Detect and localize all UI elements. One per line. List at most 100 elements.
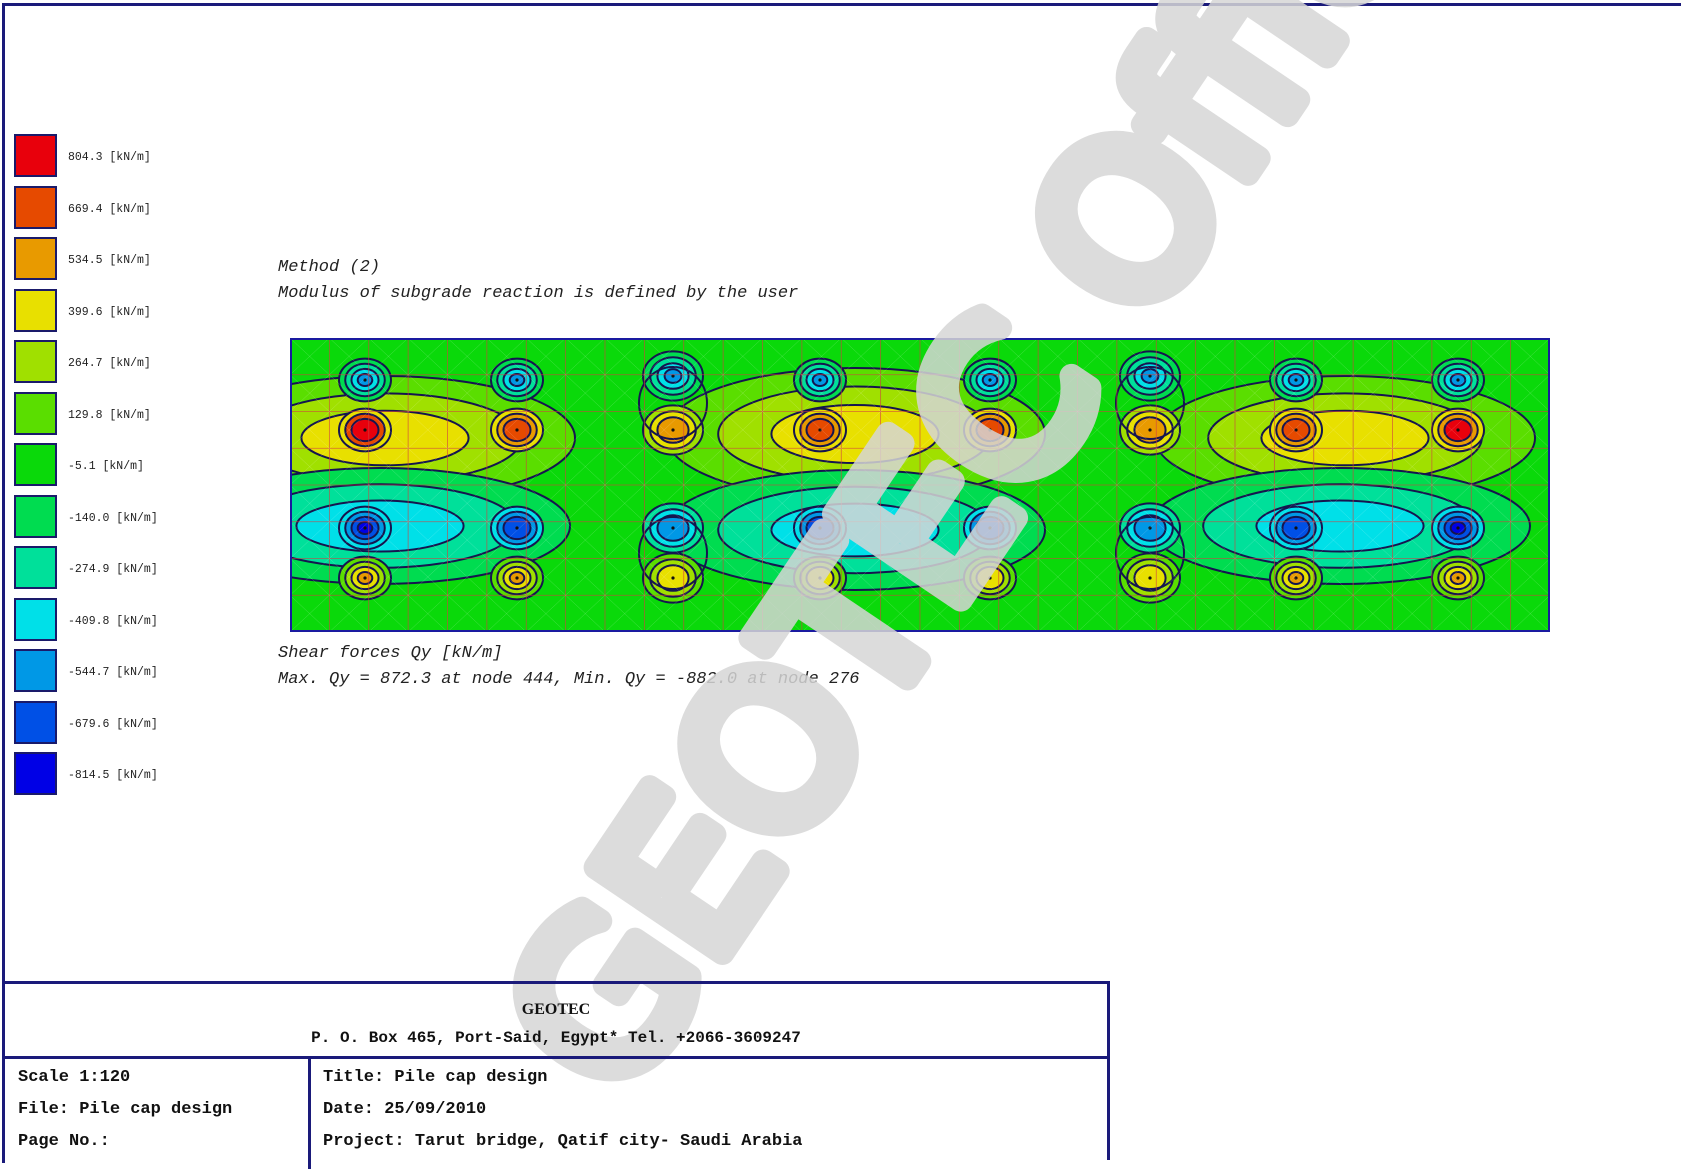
mesh-diagonal (1234, 595, 1275, 632)
mesh-diagonal (959, 411, 999, 449)
mesh-diagonal (880, 595, 921, 632)
mesh-diagonal (1431, 338, 1472, 375)
mesh-diagonal (1234, 521, 1275, 559)
mesh-diagonal (1077, 521, 1118, 559)
legend-item: -679.6 [kN/m] (14, 700, 314, 747)
mesh-diagonal (1077, 338, 1118, 375)
mesh-diagonal (1195, 521, 1236, 559)
mesh-diagonal (526, 374, 566, 412)
node-point (818, 378, 822, 382)
mesh-diagonal (1195, 374, 1236, 412)
mesh-diagonal (1471, 484, 1511, 522)
mesh-diagonal (1471, 484, 1511, 522)
mesh-diagonal (1313, 558, 1354, 596)
legend-swatch (14, 185, 57, 229)
mesh-diagonal (486, 484, 527, 522)
mesh-diagonal (1274, 338, 1314, 375)
node-point (818, 576, 822, 580)
mesh-diagonal (1037, 448, 1078, 486)
mesh-diagonal (407, 448, 448, 486)
mesh-diagonal (801, 521, 842, 559)
mesh-diagonal (486, 338, 527, 375)
mesh-diagonal (486, 448, 527, 486)
legend-label: -814.5 [kN/m] (68, 769, 158, 782)
mesh-diagonal (1156, 558, 1196, 596)
mesh-diagonal (1431, 558, 1472, 596)
mesh-diagonal (1037, 558, 1078, 596)
mesh-diagonal (290, 558, 330, 596)
mesh-diagonal (880, 484, 921, 522)
mesh-diagonal (290, 448, 330, 486)
mesh-diagonal (644, 558, 684, 596)
legend-swatch (14, 134, 57, 177)
mesh-diagonal (1352, 338, 1393, 375)
mesh-diagonal (1234, 595, 1275, 632)
mesh-diagonal (447, 411, 488, 449)
mesh-diagonal (565, 595, 606, 632)
mesh-diagonal (1077, 448, 1118, 486)
legend-item: -5.1 [kN/m] (14, 443, 314, 489)
mesh-diagonal (1431, 374, 1472, 412)
mesh-diagonal (1195, 338, 1236, 375)
mesh-diagonal (959, 558, 999, 596)
legend-label: 534.5 [kN/m] (68, 254, 151, 267)
mesh-diagonal (290, 338, 330, 375)
mesh-diagonal (447, 521, 488, 559)
mesh-diagonal (1116, 411, 1157, 449)
mesh-diagonal (1313, 521, 1354, 559)
mesh-diagonal (447, 521, 488, 559)
mesh-diagonal (329, 521, 369, 559)
mesh-diagonal (880, 338, 921, 375)
mesh-diagonal (447, 595, 488, 632)
mesh-diagonal (604, 411, 645, 449)
mesh-diagonal (526, 521, 566, 559)
mesh-diagonal (1274, 411, 1314, 449)
mesh-diagonal (290, 411, 330, 449)
mesh-diagonal (722, 448, 763, 486)
mesh-diagonal (1116, 448, 1157, 486)
mesh-diagonal (1352, 448, 1393, 486)
mesh-diagonal (329, 484, 369, 522)
mesh-diagonal (762, 595, 803, 632)
result-extremes: Max. Qy = 872.3 at node 444, Min. Qy = -… (278, 670, 860, 689)
mesh-diagonal (644, 448, 684, 486)
node-point (1294, 378, 1298, 382)
mesh-diagonal (998, 338, 1039, 375)
mesh-diagonal (1274, 558, 1314, 596)
mesh-diagonal (1037, 338, 1078, 375)
mesh-diagonal (1156, 374, 1196, 412)
node-point (988, 526, 992, 530)
mesh-diagonal (1156, 411, 1196, 449)
mesh-diagonal (1274, 374, 1314, 412)
mesh-diagonal (1156, 374, 1196, 412)
mesh-diagonal (407, 558, 448, 596)
mesh-diagonal (683, 448, 724, 486)
mesh-diagonal (1431, 411, 1472, 449)
mesh-diagonal (1156, 521, 1196, 559)
mesh-diagonal (486, 595, 527, 632)
mesh-diagonal (683, 484, 724, 522)
node-point (1148, 526, 1152, 530)
mesh-diagonal (526, 411, 566, 449)
mesh-diagonal (644, 411, 684, 449)
mesh-diagonal (368, 338, 409, 375)
mesh-diagonal (1156, 484, 1196, 522)
mesh-diagonal (1195, 558, 1236, 596)
mesh-diagonal (1313, 558, 1354, 596)
mesh-diagonal (1077, 484, 1118, 522)
node-point (671, 576, 675, 580)
mesh-diagonal (407, 374, 448, 412)
legend-item: -544.7 [kN/m] (14, 649, 314, 695)
mesh-diagonal (526, 595, 566, 632)
mesh-diagonal (526, 558, 566, 596)
mesh-diagonal (998, 374, 1039, 412)
mesh-diagonal (683, 558, 724, 596)
mesh-diagonal (407, 411, 448, 449)
mesh-diagonal (290, 374, 330, 412)
mesh-diagonal (998, 595, 1039, 632)
mesh-diagonal (565, 374, 606, 412)
mesh-diagonal (919, 595, 960, 632)
mesh-diagonal (1116, 338, 1157, 375)
mesh-diagonal (565, 448, 606, 486)
mesh-diagonal (329, 521, 369, 559)
